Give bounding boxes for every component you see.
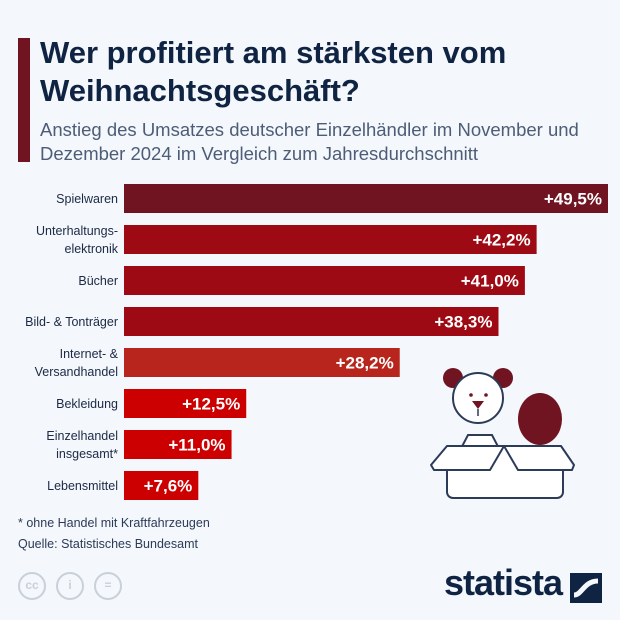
bar [124,266,525,295]
value-label: +49,5% [544,190,602,209]
bar [124,184,608,213]
bar [124,430,232,459]
attribution-icon[interactable]: i [56,572,84,600]
category-label: Bild- & Tonträger [25,315,118,329]
statista-logo[interactable]: statista [444,562,563,603]
footnote: * ohne Handel mit Kraftfahrzeugen [18,516,210,530]
source: Quelle: Statistisches Bundesamt [18,537,198,551]
bar [124,307,499,336]
value-label: +41,0% [461,272,519,291]
value-label: +38,3% [434,313,492,332]
category-label: insgesamt* [56,447,118,461]
category-label: Bücher [78,274,118,288]
category-label: Internet- & [60,347,119,361]
category-label: Unterhaltungs- [36,224,118,238]
category-label: Einzelhandel [46,429,118,443]
title-accent-bar [18,38,30,162]
value-label: +11,0% [168,436,225,455]
teddy-box-illustration [430,368,575,499]
category-label: Versandhandel [35,365,118,379]
cc-icon[interactable]: cc [18,572,46,600]
value-label: +12,5% [182,395,240,414]
bar [124,471,199,500]
chart-subtitle: Anstieg des Umsatzes deutscher Einzelhän… [40,119,579,164]
bar [124,348,400,377]
statista-logo-icon [570,573,602,603]
category-label: Spielwaren [56,192,118,206]
bar [124,225,537,254]
category-label: Lebensmittel [47,479,118,493]
category-label: Bekleidung [56,397,118,411]
value-label: +7,6% [144,477,193,496]
value-label: +28,2% [336,354,394,373]
value-label: +42,2% [472,231,530,250]
category-label: elektronik [65,242,119,256]
chart-title: Wer profitiert am stärksten vom Weihnach… [40,35,507,108]
no-derivatives-icon[interactable]: = [94,572,122,600]
bar [124,389,247,418]
